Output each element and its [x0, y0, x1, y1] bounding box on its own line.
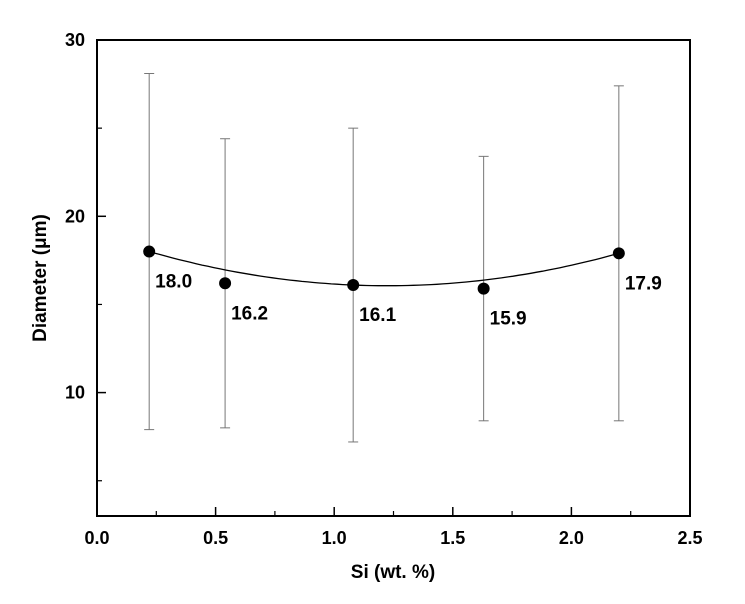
- data-point: [612, 247, 625, 260]
- x-axis-title: Si (wt. %): [351, 562, 435, 583]
- x-tick-label: 0.0: [84, 528, 109, 548]
- data-label: 16.2: [231, 303, 268, 324]
- x-tick-label: 2.0: [559, 528, 584, 548]
- fit-curve: [149, 250, 619, 287]
- data-label: 15.9: [490, 309, 527, 330]
- x-tick-label: 1.0: [322, 528, 347, 548]
- data-label: 16.1: [359, 305, 396, 326]
- data-points: [143, 245, 625, 295]
- y-tick-label: 10: [65, 383, 85, 403]
- data-label: 17.9: [625, 273, 662, 294]
- y-axis-title: Diameter (μm): [30, 214, 51, 342]
- data-point: [347, 279, 360, 292]
- axis-ticks: 0.0 0.5 1.0 1.5 2.0 2.5 10 20 30: [65, 30, 703, 548]
- x-tick-label: 2.5: [677, 528, 702, 548]
- data-labels: 18.0 16.2 16.1 15.9 17.9: [155, 272, 662, 330]
- x-tick-label: 1.5: [440, 528, 465, 548]
- x-tick-label: 0.5: [203, 528, 228, 548]
- y-tick-label: 20: [65, 206, 85, 226]
- data-label: 18.0: [155, 272, 192, 293]
- data-point: [143, 245, 156, 258]
- y-tick-label: 30: [65, 30, 85, 50]
- data-point: [219, 277, 232, 290]
- data-point: [477, 282, 490, 295]
- error-bars: [144, 72, 624, 443]
